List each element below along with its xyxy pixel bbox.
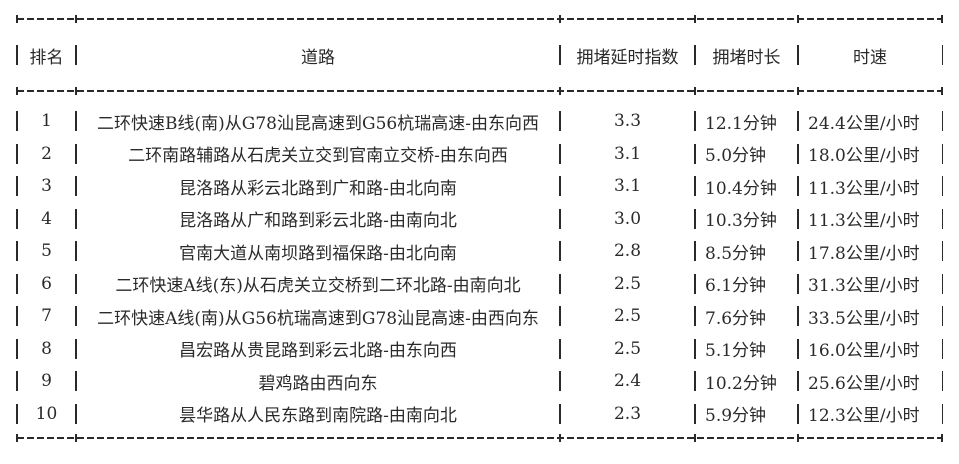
cell-speed: 17.8公里/小时 <box>798 235 942 268</box>
table-header-row: 排名 道路 拥堵延时指数 拥堵时长 时速 <box>17 20 942 90</box>
cell-index: 2.5 <box>560 333 695 366</box>
junction-tick <box>16 87 76 95</box>
junction-tick <box>797 15 943 23</box>
cell-road: 碧鸡路由西向东 <box>76 365 560 398</box>
cell-speed: 25.6公里/小时 <box>798 365 942 398</box>
table-row: 8 昌宏路从贵昆路到彩云北路-由东向西 2.5 5.1分钟 16.0公里/小时 <box>17 333 942 366</box>
cell-index: 3.3 <box>560 105 695 138</box>
junction-tick <box>75 15 560 23</box>
junction-tick <box>797 434 943 442</box>
header-duration: 拥堵时长 <box>695 20 798 90</box>
cell-duration: 5.0分钟 <box>695 138 798 171</box>
cell-speed: 18.0公里/小时 <box>798 138 942 171</box>
table-row: 1 二环快速B线(南)从G78汕昆高速到G56杭瑞高速-由东向西 3.3 12.… <box>17 105 942 138</box>
table-border-line <box>16 434 943 442</box>
junction-tick <box>797 87 943 95</box>
cell-road: 昙华路从人民东路到南院路-由南向北 <box>76 398 560 431</box>
cell-road: 二环快速A线(东)从石虎关立交桥到二环北路-由南向北 <box>76 268 560 301</box>
cell-speed: 31.3公里/小时 <box>798 268 942 301</box>
cell-road: 昆洛路从广和路到彩云北路-由南向北 <box>76 203 560 236</box>
cell-duration: 10.2分钟 <box>695 365 798 398</box>
cell-speed: 16.0公里/小时 <box>798 333 942 366</box>
header-road: 道路 <box>76 20 560 90</box>
header-index: 拥堵延时指数 <box>560 20 695 90</box>
cell-duration: 5.1分钟 <box>695 333 798 366</box>
cell-speed: 11.3公里/小时 <box>798 170 942 203</box>
cell-duration: 10.4分钟 <box>695 170 798 203</box>
table-row: 7 二环快速A线(南)从G56杭瑞高速到G78汕昆高速-由西向东 2.5 7.6… <box>17 300 942 333</box>
cell-speed: 12.3公里/小时 <box>798 398 942 431</box>
table-row: 2 二环南路辅路从石虎关立交到官南立交桥-由东向西 3.1 5.0分钟 18.0… <box>17 138 942 171</box>
table-row: 9 碧鸡路由西向东 2.4 10.2分钟 25.6公里/小时 <box>17 365 942 398</box>
header-rank: 排名 <box>17 20 76 90</box>
cell-road: 二环快速B线(南)从G78汕昆高速到G56杭瑞高速-由东向西 <box>76 105 560 138</box>
cell-duration: 12.1分钟 <box>695 105 798 138</box>
table-row: 3 昆洛路从彩云北路到广和路-由北向南 3.1 10.4分钟 11.3公里/小时 <box>17 170 942 203</box>
cell-road: 二环快速A线(南)从G56杭瑞高速到G78汕昆高速-由西向东 <box>76 300 560 333</box>
table-row: 6 二环快速A线(东)从石虎关立交桥到二环北路-由南向北 2.5 6.1分钟 3… <box>17 268 942 301</box>
cell-road: 昌宏路从贵昆路到彩云北路-由东向西 <box>76 333 560 366</box>
cell-index: 3.1 <box>560 138 695 171</box>
cell-rank: 5 <box>17 235 76 268</box>
traffic-congestion-table: 排名 道路 拥堵延时指数 拥堵时长 时速 1 二环快速B线(南)从G78汕昆高速… <box>16 15 943 442</box>
junction-tick <box>75 87 560 95</box>
cell-rank: 9 <box>17 365 76 398</box>
cell-speed: 24.4公里/小时 <box>798 105 942 138</box>
junction-tick <box>16 434 76 442</box>
cell-index: 3.0 <box>560 203 695 236</box>
header-speed: 时速 <box>798 20 942 90</box>
junction-tick <box>75 434 560 442</box>
junction-tick <box>694 15 798 23</box>
cell-index: 3.1 <box>560 170 695 203</box>
table-row: 5 官南大道从南坝路到福保路-由北向南 2.8 8.5分钟 17.8公里/小时 <box>17 235 942 268</box>
junction-tick <box>694 87 798 95</box>
cell-duration: 5.9分钟 <box>695 398 798 431</box>
cell-duration: 6.1分钟 <box>695 268 798 301</box>
junction-tick <box>559 15 695 23</box>
cell-road: 昆洛路从彩云北路到广和路-由北向南 <box>76 170 560 203</box>
cell-speed: 33.5公里/小时 <box>798 300 942 333</box>
cell-rank: 7 <box>17 300 76 333</box>
cell-road: 二环南路辅路从石虎关立交到官南立交桥-由东向西 <box>76 138 560 171</box>
junction-tick <box>559 434 695 442</box>
cell-rank: 1 <box>17 105 76 138</box>
cell-index: 2.4 <box>560 365 695 398</box>
cell-rank: 6 <box>17 268 76 301</box>
junction-tick <box>694 434 798 442</box>
table-row: 4 昆洛路从广和路到彩云北路-由南向北 3.0 10.3分钟 11.3公里/小时 <box>17 203 942 236</box>
cell-rank: 10 <box>17 398 76 431</box>
cell-speed: 11.3公里/小时 <box>798 203 942 236</box>
junction-tick <box>559 87 695 95</box>
table-body: 1 二环快速B线(南)从G78汕昆高速到G56杭瑞高速-由东向西 3.3 12.… <box>17 92 942 437</box>
cell-rank: 2 <box>17 138 76 171</box>
cell-index: 2.5 <box>560 300 695 333</box>
cell-rank: 3 <box>17 170 76 203</box>
cell-rank: 8 <box>17 333 76 366</box>
cell-duration: 10.3分钟 <box>695 203 798 236</box>
cell-index: 2.3 <box>560 398 695 431</box>
cell-index: 2.5 <box>560 268 695 301</box>
cell-road: 官南大道从南坝路到福保路-由北向南 <box>76 235 560 268</box>
cell-rank: 4 <box>17 203 76 236</box>
cell-duration: 7.6分钟 <box>695 300 798 333</box>
cell-duration: 8.5分钟 <box>695 235 798 268</box>
junction-tick <box>16 15 76 23</box>
table-border-line <box>16 87 943 95</box>
table-border-line <box>16 15 943 23</box>
cell-index: 2.8 <box>560 235 695 268</box>
table-row: 10 昙华路从人民东路到南院路-由南向北 2.3 5.9分钟 12.3公里/小时 <box>17 398 942 431</box>
